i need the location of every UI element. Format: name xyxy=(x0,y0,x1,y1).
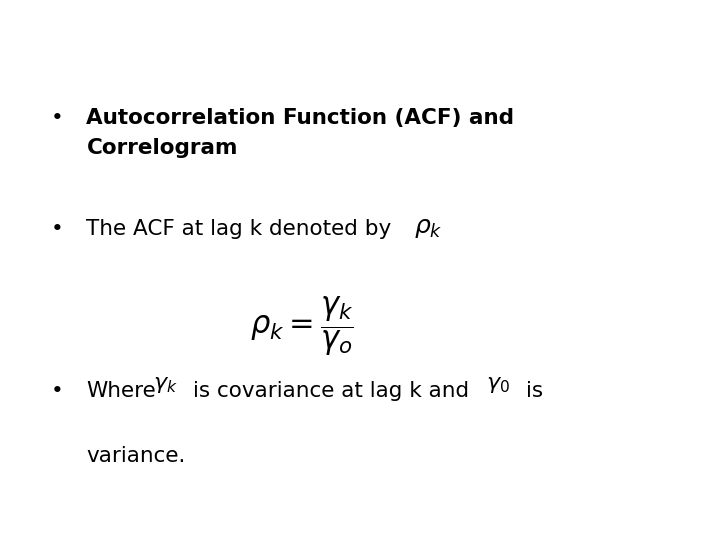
Text: Where: Where xyxy=(86,381,156,401)
Text: variance.: variance. xyxy=(86,446,186,465)
Text: $\gamma_k$: $\gamma_k$ xyxy=(153,375,177,395)
Text: Autocorrelation Function (ACF) and
Correlogram: Autocorrelation Function (ACF) and Corre… xyxy=(86,108,514,158)
Text: •: • xyxy=(50,219,63,239)
Text: $\rho_k = \dfrac{\gamma_k}{\gamma_o}$: $\rho_k = \dfrac{\gamma_k}{\gamma_o}$ xyxy=(251,294,354,358)
Text: is: is xyxy=(526,381,543,401)
Text: •: • xyxy=(50,108,63,128)
Text: $\rho_k$: $\rho_k$ xyxy=(414,216,443,240)
Text: The ACF at lag k denoted by: The ACF at lag k denoted by xyxy=(86,219,392,239)
Text: •: • xyxy=(50,381,63,401)
Text: is covariance at lag k and: is covariance at lag k and xyxy=(193,381,469,401)
Text: $\gamma_0$: $\gamma_0$ xyxy=(486,375,510,395)
